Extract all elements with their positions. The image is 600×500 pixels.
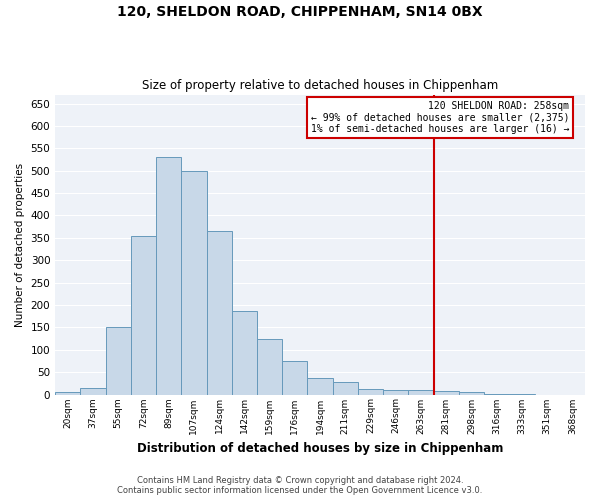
Text: 120, SHELDON ROAD, CHIPPENHAM, SN14 0BX: 120, SHELDON ROAD, CHIPPENHAM, SN14 0BX bbox=[117, 5, 483, 19]
Bar bbox=[257, 338, 282, 394]
Bar bbox=[156, 157, 181, 394]
Bar bbox=[358, 389, 383, 394]
Title: Size of property relative to detached houses in Chippenham: Size of property relative to detached ho… bbox=[142, 79, 498, 92]
Text: 120 SHELDON ROAD: 258sqm
← 99% of detached houses are smaller (2,375)
1% of semi: 120 SHELDON ROAD: 258sqm ← 99% of detach… bbox=[311, 100, 569, 134]
Bar bbox=[459, 392, 484, 394]
Bar bbox=[282, 361, 307, 394]
Bar bbox=[80, 388, 106, 394]
Bar bbox=[307, 378, 332, 394]
Text: Contains HM Land Registry data © Crown copyright and database right 2024.
Contai: Contains HM Land Registry data © Crown c… bbox=[118, 476, 482, 495]
Bar bbox=[181, 170, 206, 394]
Bar bbox=[383, 390, 409, 394]
Bar bbox=[409, 390, 434, 394]
Bar bbox=[55, 392, 80, 394]
Bar bbox=[131, 236, 156, 394]
Bar bbox=[332, 382, 358, 394]
Bar bbox=[106, 328, 131, 394]
Y-axis label: Number of detached properties: Number of detached properties bbox=[15, 162, 25, 326]
X-axis label: Distribution of detached houses by size in Chippenham: Distribution of detached houses by size … bbox=[137, 442, 503, 455]
Bar bbox=[206, 231, 232, 394]
Bar bbox=[434, 391, 459, 394]
Bar bbox=[232, 311, 257, 394]
